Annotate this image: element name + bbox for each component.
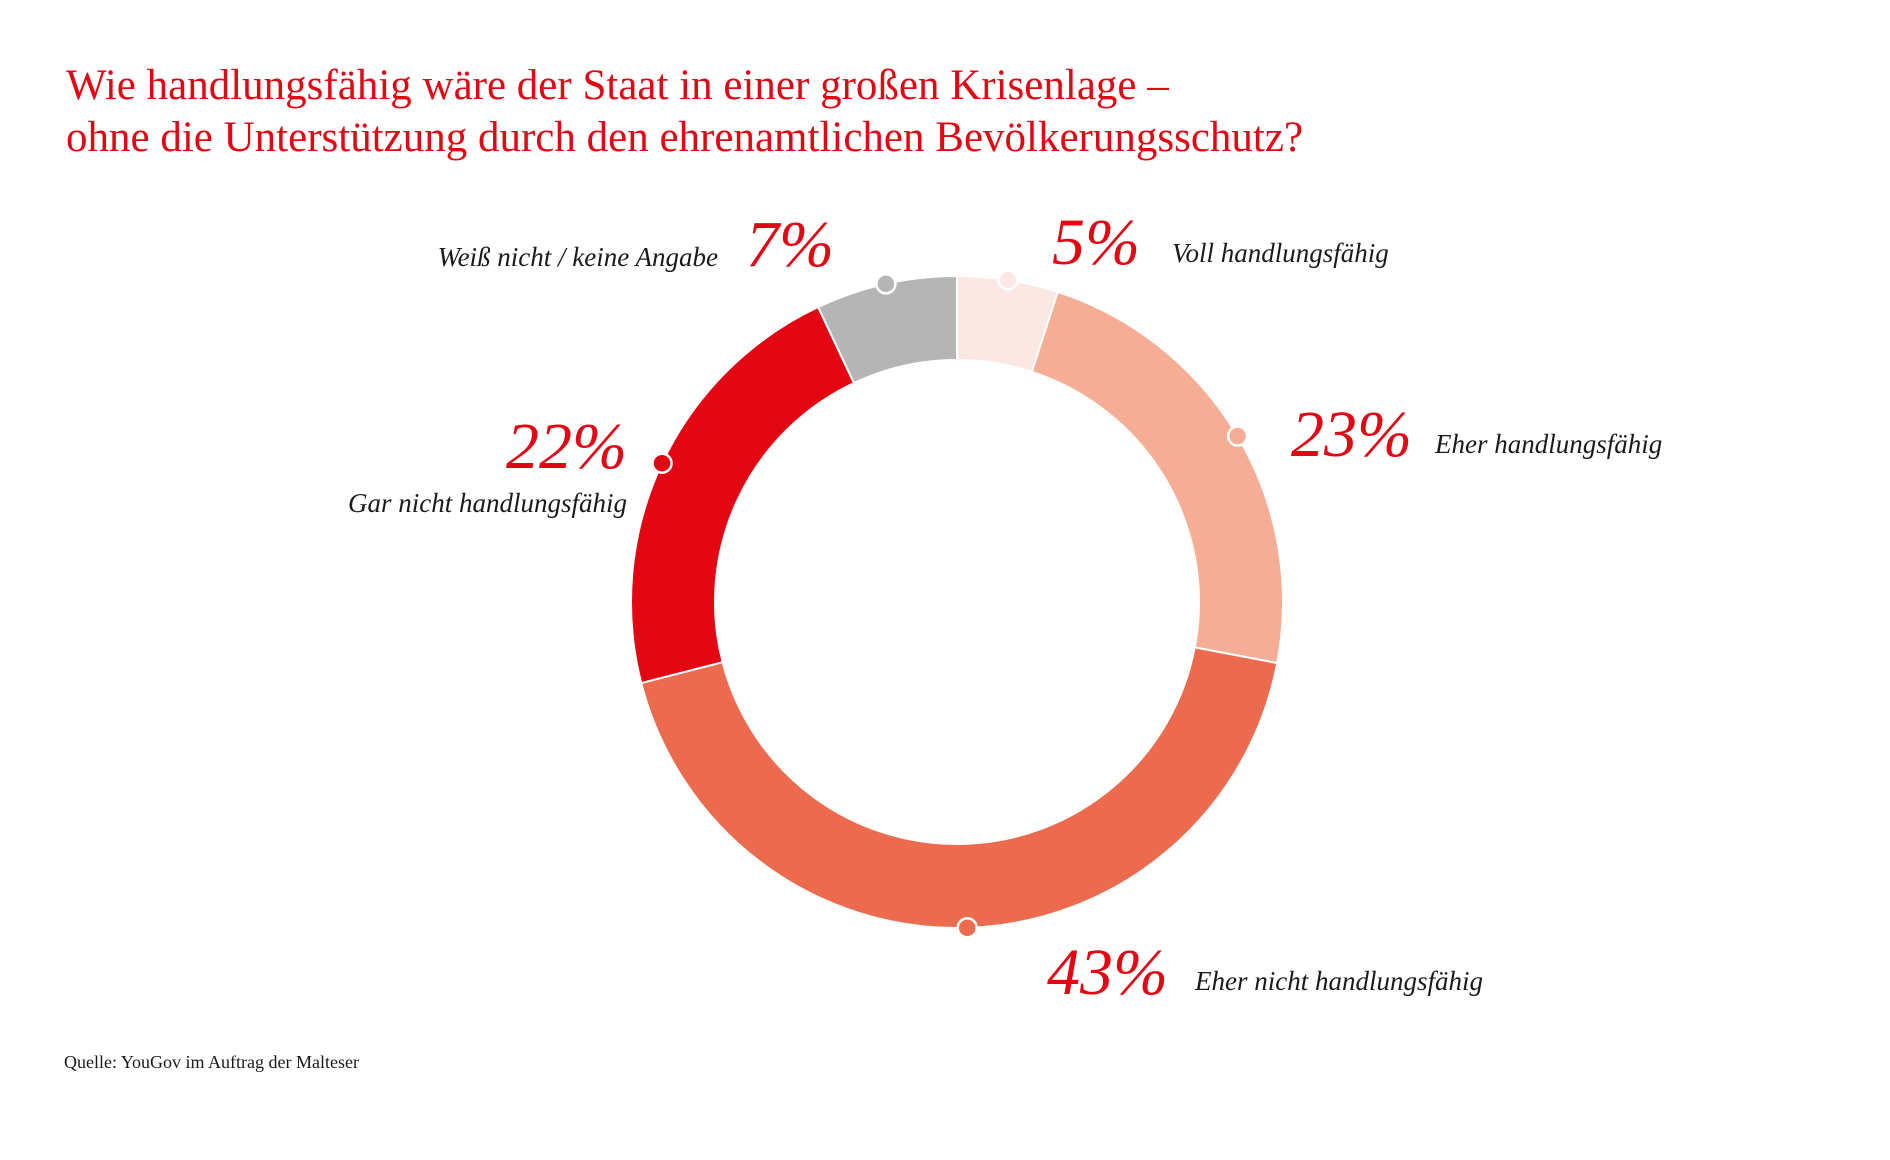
percentage-label-weiß-nicht-keine-angabe: 7% — [746, 208, 834, 281]
category-label-gar-nicht-handlungsfähig: Gar nicht handlungsfähig — [348, 488, 627, 518]
slice-marker-gar-nicht-handlungsfähig — [651, 452, 673, 474]
percentage-label-voll-handlungsfähig: 5% — [1052, 206, 1140, 279]
slice-marker-voll-handlungsfähig — [997, 269, 1019, 291]
chart-title: Wie handlungsfähig wäre der Staat in ein… — [66, 60, 1303, 164]
donut-slice-eher-handlungsfähig — [1030, 290, 1284, 665]
category-label-eher-handlungsfähig: Eher handlungsfähig — [1434, 429, 1662, 459]
percentage-label-eher-nicht-handlungsfähig: 43% — [1047, 936, 1168, 1009]
percentage-label-gar-nicht-handlungsfähig: 22% — [506, 410, 627, 483]
source-note: Quelle: YouGov im Auftrag der Malteser — [64, 1052, 359, 1072]
donut-slice-gar-nicht-handlungsfähig — [630, 305, 856, 685]
slice-marker-weiß-nicht-keine-angabe — [875, 273, 897, 295]
donut-slice-eher-nicht-handlungsfähig — [640, 646, 1279, 929]
slice-marker-eher-nicht-handlungsfähig — [956, 917, 978, 939]
chart-title-line-1: Wie handlungsfähig wäre der Staat in ein… — [66, 62, 1169, 109]
percentage-label-eher-handlungsfähig: 23% — [1291, 398, 1412, 471]
chart-title-line-2: ohne die Unterstützung durch den ehrenam… — [66, 114, 1304, 161]
slice-marker-eher-handlungsfähig — [1226, 425, 1249, 447]
category-label-weiß-nicht-keine-angabe: Weiß nicht / keine Angabe — [438, 242, 718, 272]
category-label-eher-nicht-handlungsfähig: Eher nicht handlungsfähig — [1194, 966, 1483, 996]
category-label-voll-handlungsfähig: Voll handlungsfähig — [1172, 238, 1389, 268]
donut-slice-weiß-nicht-keine-angabe — [816, 274, 958, 385]
